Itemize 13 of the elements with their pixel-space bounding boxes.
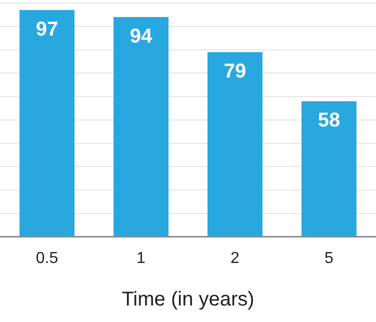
bar [114,17,168,236]
x-tick-label: 1 [136,250,146,267]
data-label: 97 [36,18,58,41]
bar [208,52,262,236]
data-label: 94 [130,26,153,48]
x-tick-label: 2 [230,250,240,267]
bar [20,10,74,236]
data-label: 58 [318,110,340,132]
x-axis-title: Time (in years) [122,288,254,311]
data-label: 79 [224,60,246,83]
x-tick-label: 5 [324,250,334,267]
bar [302,101,356,236]
x-tick-label: 0.5 [36,250,58,267]
